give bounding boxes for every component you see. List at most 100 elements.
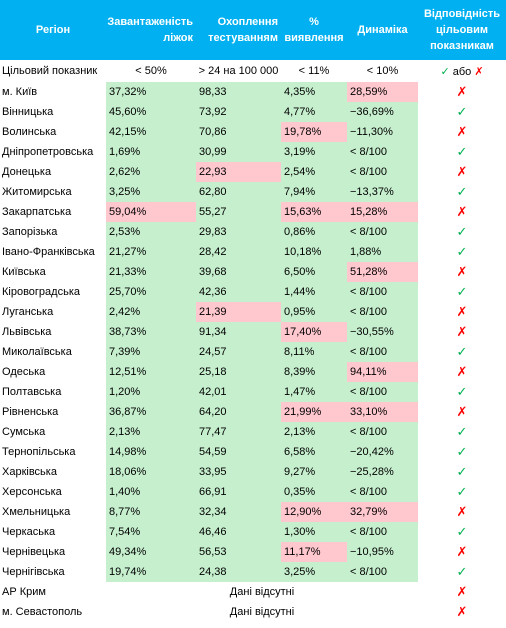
region-cell: Сумська — [2, 426, 46, 438]
testing-cell: 39,68 — [196, 262, 281, 282]
testing-cell: 98,33 — [196, 82, 281, 102]
region-cell: м. Севастополь — [2, 606, 83, 618]
compliance-cell: ✗ — [418, 122, 506, 142]
dynamics-cell: 32,79% — [347, 502, 418, 522]
detection-cell: 12,90% — [281, 502, 347, 522]
check-icon: ✓ — [456, 344, 468, 359]
check-icon: ✓ — [456, 184, 468, 199]
table-row: Івано-Франківська 21,27% 28,42 10,18% 1,88% ✓ — [0, 242, 506, 262]
testing-cell: 33,95 — [196, 462, 281, 482]
testing-cell: 91,34 — [196, 322, 281, 342]
region-cell: Луганська — [2, 306, 54, 318]
dynamics-cell: −11,30% — [347, 122, 418, 142]
header-detection: % виявлення — [281, 0, 347, 60]
cross-icon: ✗ — [456, 304, 468, 319]
beds-cell: 1,69% — [106, 142, 196, 162]
table-row-no-data: м. Севастополь Дані відсутні ✗ — [0, 602, 506, 622]
region-cell: Хмельницька — [2, 506, 71, 518]
table-row-no-data: АР Крим Дані відсутні ✗ — [0, 582, 506, 602]
beds-cell: 42,15% — [106, 122, 196, 142]
table-row: Тернопільська 14,98% 54,59 6,58% −20,42% ✓ — [0, 442, 506, 462]
table-row: Миколаївська 7,39% 24,57 8,11% < 8/100 ✓ — [0, 342, 506, 362]
beds-cell: 21,33% — [106, 262, 196, 282]
compliance-cell: ✗ — [418, 362, 506, 382]
dynamics-cell: 51,28% — [347, 262, 418, 282]
beds-cell: 12,51% — [106, 362, 196, 382]
cross-icon: ✗ — [456, 364, 468, 379]
detection-cell: 3,19% — [281, 142, 347, 162]
compliance-cell: ✗ — [418, 302, 506, 322]
table-row: Дніпропетровська 1,69% 30,99 3,19% < 8/100 ✓ — [0, 142, 506, 162]
dynamics-cell: < 8/100 — [347, 522, 418, 542]
compliance-cell: ✗ — [418, 322, 506, 342]
detection-cell: 2,13% — [281, 422, 347, 442]
table-row: Рівненська 36,87% 64,20 21,99% 33,10% ✗ — [0, 402, 506, 422]
region-cell: Полтавська — [2, 386, 62, 398]
compliance-cell: ✓ — [418, 442, 506, 462]
region-cell: АР Крим — [2, 586, 46, 598]
testing-cell: 29,83 — [196, 222, 281, 242]
dynamics-cell: −25,28% — [347, 462, 418, 482]
compliance-cell: ✓ — [418, 482, 506, 502]
compliance-cell: ✗ — [418, 262, 506, 282]
detection-cell: 8,39% — [281, 362, 347, 382]
table-row: Одеська 12,51% 25,18 8,39% 94,11% ✗ — [0, 362, 506, 382]
dynamics-cell: 33,10% — [347, 402, 418, 422]
table-row: Сумська 2,13% 77,47 2,13% < 8/100 ✓ — [0, 422, 506, 442]
check-icon: ✓ — [456, 464, 468, 479]
dynamics-cell: −30,55% — [347, 322, 418, 342]
compliance-cell: ✓ — [418, 562, 506, 582]
region-cell: Харківська — [2, 466, 57, 478]
beds-cell: 49,34% — [106, 542, 196, 562]
compliance-cell: ✓ — [418, 462, 506, 482]
region-cell: Одеська — [2, 366, 46, 378]
beds-cell: 36,87% — [106, 402, 196, 422]
cross-icon: ✗ — [456, 544, 468, 559]
target-row: Цільовий показник < 50% > 24 на 100 000 … — [0, 60, 506, 82]
compliance-cell: ✓ — [418, 342, 506, 362]
dynamics-cell: −13,37% — [347, 182, 418, 202]
target-beds: < 50% — [135, 65, 167, 77]
no-data-cell: Дані відсутні — [229, 586, 295, 598]
beds-cell: 37,32% — [106, 82, 196, 102]
compliance-cell: ✗ — [418, 202, 506, 222]
region-cell: Донецька — [2, 166, 52, 178]
header-region: Регіон — [0, 0, 106, 60]
detection-cell: 4,77% — [281, 102, 347, 122]
detection-cell: 0,35% — [281, 482, 347, 502]
testing-cell: 77,47 — [196, 422, 281, 442]
beds-cell: 19,74% — [106, 562, 196, 582]
dynamics-cell: < 8/100 — [347, 422, 418, 442]
check-icon: ✓ — [456, 244, 468, 259]
testing-cell: 55,27 — [196, 202, 281, 222]
compliance-cell: ✗ — [418, 82, 506, 102]
compliance-cell: ✓ — [418, 282, 506, 302]
compliance-cell: ✓ — [418, 222, 506, 242]
compliance-cell: ✗ — [418, 542, 506, 562]
dynamics-cell: −36,69% — [347, 102, 418, 122]
compliance-cell: ✓ — [418, 242, 506, 262]
or-word: або — [452, 65, 472, 78]
detection-cell: 2,54% — [281, 162, 347, 182]
testing-cell: 64,20 — [196, 402, 281, 422]
dynamics-cell: −10,95% — [347, 542, 418, 562]
region-cell: Закарпатська — [2, 206, 72, 218]
region-cell: Житомирська — [2, 186, 72, 198]
beds-cell: 2,53% — [106, 222, 196, 242]
check-icon: ✓ — [456, 384, 468, 399]
table-row: Закарпатська 59,04% 55,27 15,63% 15,28% ✗ — [0, 202, 506, 222]
detection-cell: 6,50% — [281, 262, 347, 282]
check-icon: ✓ — [456, 524, 468, 539]
compliance-cell: ✓ — [418, 182, 506, 202]
beds-cell: 7,39% — [106, 342, 196, 362]
testing-cell: 54,59 — [196, 442, 281, 462]
dynamics-cell: < 8/100 — [347, 302, 418, 322]
check-icon: ✓ — [456, 144, 468, 159]
region-cell: Миколаївська — [2, 346, 72, 358]
table-row: Полтавська 1,20% 42,01 1,47% < 8/100 ✓ — [0, 382, 506, 402]
dynamics-cell: 94,11% — [347, 362, 418, 382]
table-row: Вінницька 45,60% 73,92 4,77% −36,69% ✓ — [0, 102, 506, 122]
region-cell: Кіровоградська — [2, 286, 80, 298]
beds-cell: 2,13% — [106, 422, 196, 442]
check-icon: ✓ — [456, 484, 468, 499]
